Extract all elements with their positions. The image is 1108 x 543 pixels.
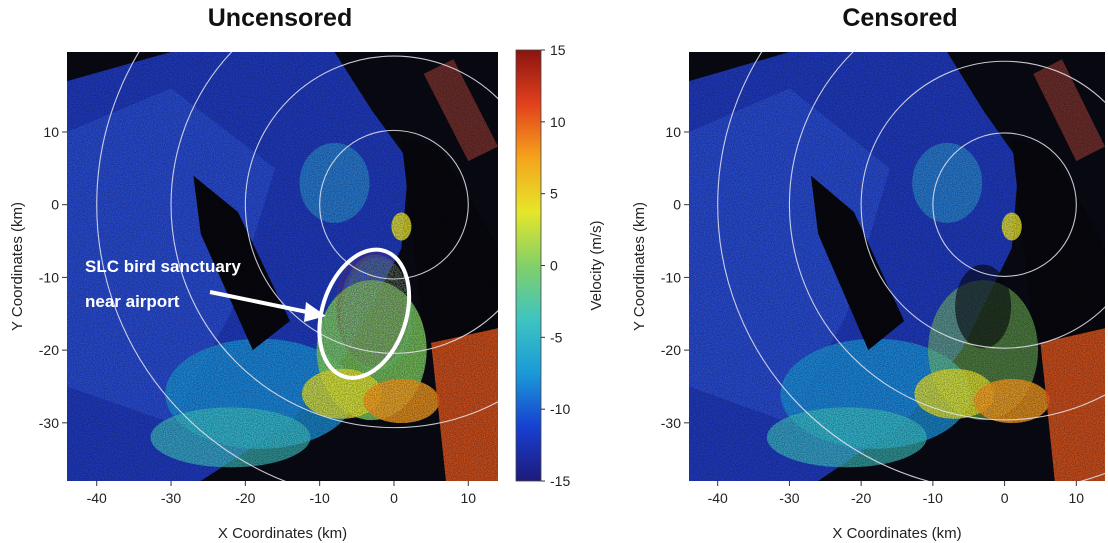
radar-image [67, 52, 498, 481]
x-tick-label: -20 [235, 490, 255, 506]
range-ring [170, 52, 498, 429]
y-tick-label: -10 [661, 269, 681, 285]
colorbar-tick-label: 5 [550, 186, 558, 202]
right-chart-title: Censored [842, 4, 958, 32]
x-axis-label: X Coordinates (km) [832, 525, 961, 542]
radar-image [689, 52, 1105, 481]
x-tick-label: -10 [310, 490, 330, 506]
colorbar-tick-label: 10 [550, 114, 566, 130]
range-ring [319, 129, 469, 280]
y-tick-label: 0 [51, 197, 59, 213]
y-tick-label: -10 [39, 269, 59, 285]
range-rings [717, 52, 1105, 481]
x-tick-label: 10 [460, 490, 476, 506]
colorbar-tick-label: 15 [550, 42, 566, 58]
y-tick-label: -20 [39, 342, 59, 358]
annotation-arrow-head [304, 302, 326, 322]
highlight-ellipse [317, 247, 412, 380]
x-axis-label: X Coordinates (km) [218, 525, 347, 542]
bird-sanctuary-annotation: SLC bird sanctuary near airport [85, 247, 412, 380]
y-tick-label: -30 [39, 415, 59, 431]
x-tick-label: -40 [87, 490, 107, 506]
y-tick-label: 10 [665, 124, 681, 140]
colorbar [515, 49, 542, 482]
colorbar-label: Velocity (m/s) [588, 220, 605, 310]
y-tick-label: -20 [661, 342, 681, 358]
x-tick-label: 0 [390, 490, 398, 506]
x-tick-label: -30 [161, 490, 181, 506]
x-tick-label: -20 [851, 490, 871, 506]
x-tick-label: -40 [708, 490, 728, 506]
y-tick-label: -30 [661, 415, 681, 431]
range-rings [96, 52, 498, 481]
range-ring [244, 55, 498, 354]
colorbar-tick-label: 0 [550, 258, 558, 274]
x-tick-label: -10 [923, 490, 943, 506]
range-ring [932, 132, 1077, 277]
x-tick-label: -30 [779, 490, 799, 506]
colorbar-tick-label: -15 [550, 473, 570, 489]
range-ring [96, 52, 286, 481]
x-tick-label: 10 [1069, 490, 1085, 506]
x-tick-label: 0 [1001, 490, 1009, 506]
range-ring [788, 52, 1105, 421]
y-axis-label: Y Coordinates (km) [9, 202, 26, 331]
range-ring [717, 52, 1105, 481]
y-axis-label: Y Coordinates (km) [631, 202, 648, 331]
annotation-line-1: SLC bird sanctuary [85, 257, 241, 276]
colorbar-tick-label: -5 [550, 329, 563, 345]
range-ring [860, 60, 1105, 349]
annotation-line-2: near airport [85, 292, 180, 311]
y-tick-label: 0 [673, 197, 681, 213]
left-chart-title: Uncensored [207, 4, 353, 32]
annotation-arrow-shaft [209, 290, 313, 315]
y-tick-label: 10 [43, 124, 59, 140]
colorbar-tick-label: -10 [550, 401, 570, 417]
